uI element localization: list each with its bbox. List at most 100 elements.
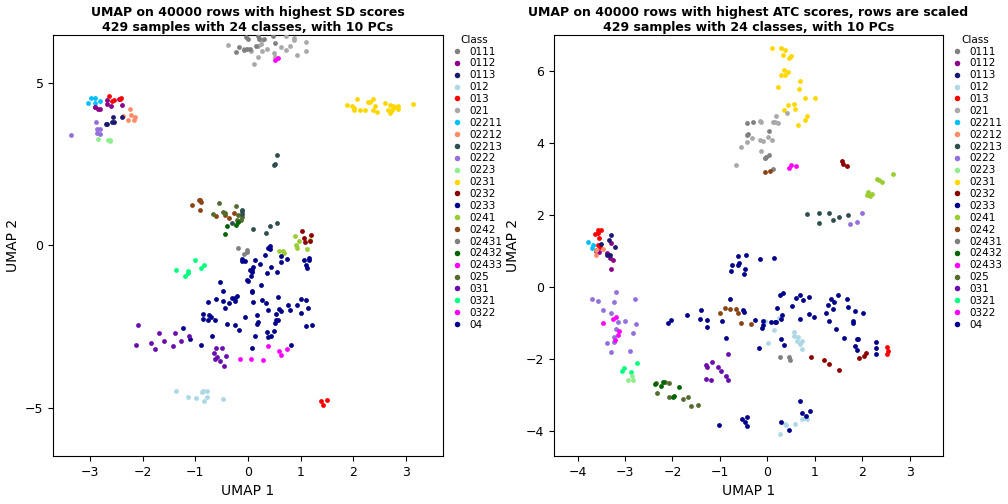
- Point: [581, 238, 597, 246]
- Point: [711, 421, 727, 429]
- Point: [821, 209, 837, 217]
- Point: [301, 254, 318, 262]
- Point: [648, 389, 664, 397]
- Point: [234, 213, 250, 221]
- Point: [101, 92, 117, 100]
- Point: [236, 250, 252, 258]
- Point: [822, 317, 838, 325]
- Point: [665, 393, 681, 401]
- Point: [768, 318, 784, 326]
- Point: [772, 353, 788, 361]
- Point: [380, 106, 396, 114]
- Point: [719, 372, 735, 381]
- Point: [167, 267, 183, 275]
- Point: [224, 219, 240, 227]
- Point: [660, 379, 676, 387]
- Point: [254, 295, 270, 303]
- Point: [798, 111, 814, 119]
- Point: [180, 393, 197, 401]
- Point: [287, 232, 303, 240]
- Point: [298, 47, 314, 55]
- Point: [240, 35, 256, 43]
- Point: [201, 298, 217, 306]
- Point: [705, 358, 721, 366]
- Point: [203, 312, 219, 321]
- Point: [765, 165, 781, 173]
- Point: [755, 137, 771, 145]
- Point: [713, 366, 729, 374]
- Point: [316, 401, 332, 409]
- Point: [623, 367, 639, 375]
- Point: [783, 52, 799, 60]
- Point: [167, 329, 183, 337]
- Point: [228, 221, 244, 229]
- Point: [272, 351, 288, 359]
- Point: [244, 288, 260, 296]
- Point: [281, 305, 297, 313]
- Point: [770, 83, 786, 91]
- Point: [260, 244, 276, 253]
- Point: [736, 271, 752, 279]
- Point: [592, 243, 608, 251]
- Point: [114, 112, 130, 120]
- Point: [245, 298, 261, 306]
- Point: [776, 106, 792, 114]
- Point: [849, 218, 865, 226]
- Point: [232, 355, 248, 363]
- Point: [785, 100, 801, 108]
- Point: [737, 265, 753, 273]
- Point: [182, 335, 199, 343]
- Point: [773, 44, 789, 52]
- Point: [347, 104, 363, 112]
- Point: [193, 341, 209, 349]
- Point: [286, 34, 302, 42]
- Point: [193, 198, 209, 206]
- Point: [595, 244, 611, 253]
- Point: [787, 104, 803, 112]
- Point: [384, 106, 400, 114]
- Point: [777, 421, 793, 429]
- Point: [111, 95, 127, 103]
- Point: [782, 356, 798, 364]
- Point: [254, 35, 270, 43]
- Point: [752, 137, 768, 145]
- Point: [360, 98, 376, 106]
- Point: [103, 102, 119, 110]
- Point: [273, 307, 289, 315]
- Point: [352, 106, 368, 114]
- Title: UMAP on 40000 rows with highest SD scores
429 samples with 24 classes, with 10 P: UMAP on 40000 rows with highest SD score…: [91, 6, 405, 34]
- Point: [344, 102, 360, 110]
- Point: [752, 255, 768, 263]
- Point: [611, 327, 627, 335]
- Point: [595, 320, 611, 328]
- Point: [155, 337, 171, 345]
- Point: [100, 136, 116, 144]
- Point: [229, 216, 245, 224]
- Point: [764, 44, 780, 52]
- Point: [803, 353, 820, 361]
- Point: [199, 387, 215, 395]
- Point: [227, 297, 243, 305]
- Point: [235, 257, 251, 265]
- Point: [730, 261, 746, 269]
- Point: [879, 350, 895, 358]
- Point: [815, 356, 832, 364]
- Point: [219, 320, 235, 328]
- Point: [209, 212, 225, 220]
- Point: [389, 102, 405, 110]
- Point: [270, 53, 286, 61]
- Point: [367, 101, 383, 109]
- Point: [589, 247, 605, 255]
- Point: [774, 310, 790, 319]
- Point: [720, 376, 736, 384]
- Point: [698, 375, 714, 384]
- X-axis label: UMAP 1: UMAP 1: [722, 484, 775, 498]
- Point: [298, 244, 314, 253]
- Point: [89, 125, 105, 133]
- Point: [304, 321, 321, 329]
- Point: [254, 46, 270, 54]
- Point: [266, 161, 282, 169]
- Point: [603, 265, 619, 273]
- Point: [849, 335, 865, 343]
- Point: [747, 316, 763, 324]
